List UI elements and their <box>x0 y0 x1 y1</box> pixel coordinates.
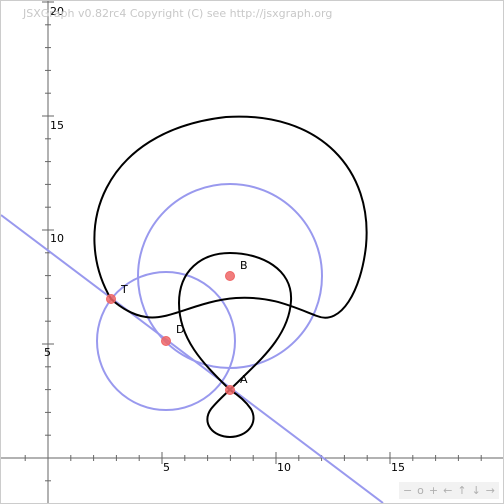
x-axis-ticks <box>24 452 482 464</box>
zoom-in-button[interactable]: + <box>428 484 439 497</box>
y-tick-label-10: 10 <box>50 232 64 245</box>
pan-right-button[interactable]: → <box>485 484 495 497</box>
point-a-marker[interactable] <box>225 385 235 395</box>
point-b-marker[interactable] <box>225 271 235 281</box>
pan-up-button[interactable]: ↑ <box>457 484 467 497</box>
point-d[interactable]: D <box>161 323 185 346</box>
point-t-marker[interactable] <box>106 294 116 304</box>
zoom-reset-button[interactable]: o <box>417 484 424 497</box>
outer-curve[interactable] <box>93 115 368 319</box>
y-axis-ticks <box>42 1 54 482</box>
y-tick-label-15: 15 <box>50 119 64 132</box>
navigation-bar: − o + ← ↑ ↓ → <box>398 482 499 499</box>
inner-loop-curve[interactable] <box>177 251 293 439</box>
point-b[interactable]: B <box>225 259 248 281</box>
y-tick-label-5: 5 <box>44 346 51 359</box>
x-tick-label-10: 10 <box>277 461 291 474</box>
point-t-label: T <box>120 283 128 296</box>
zoom-out-button[interactable]: − <box>402 484 413 497</box>
pan-left-button[interactable]: ← <box>443 484 453 497</box>
x-tick-label-15: 15 <box>391 461 405 474</box>
point-a-label: A <box>240 373 248 386</box>
pan-down-button[interactable]: ↓ <box>471 484 481 497</box>
circle-around-d[interactable] <box>96 271 236 411</box>
point-t[interactable]: T <box>106 283 129 304</box>
point-a[interactable]: A <box>225 373 249 395</box>
point-d-label: D <box>176 323 184 336</box>
x-tick-label-5: 5 <box>163 461 170 474</box>
point-d-marker[interactable] <box>161 336 171 346</box>
y-tick-label-20: 20 <box>50 5 64 18</box>
point-b-label: B <box>240 259 248 272</box>
